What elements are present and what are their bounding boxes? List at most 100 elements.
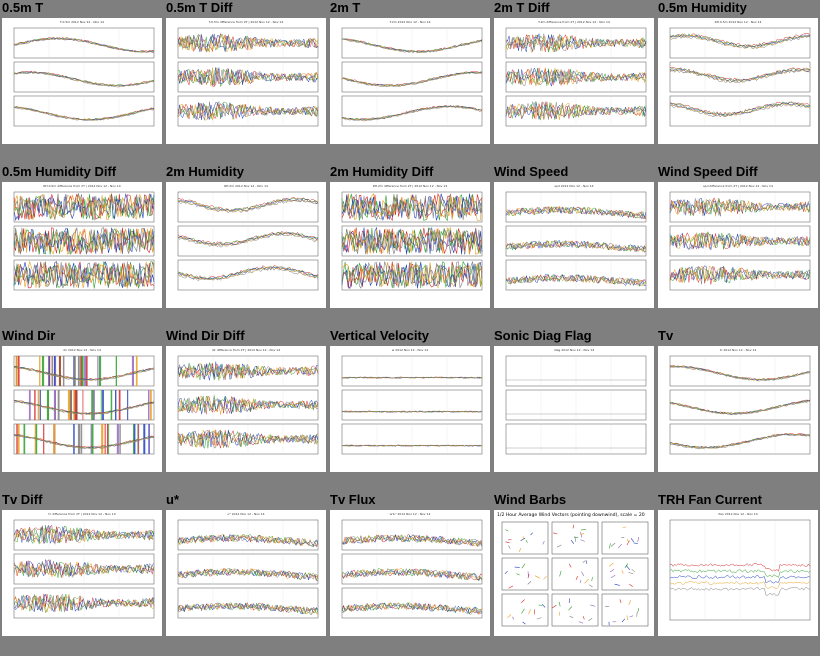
plot-thumbnail[interactable]: tc difference from 2T | 2012 Nov 12 - No… <box>2 510 162 636</box>
barb-panel-frame <box>601 593 649 627</box>
plot-thumbnail[interactable]: T.0.5m difference from 2T | 2012 Nov 12 … <box>166 18 326 144</box>
plot-title-link[interactable]: 0.5m T <box>2 0 44 15</box>
series-line <box>341 227 483 255</box>
series-line <box>505 239 647 253</box>
plot-thumbnail[interactable]: ifan 2012 Nov 12 - Nov 14 <box>658 510 818 636</box>
wind-vector <box>507 614 512 619</box>
plot-thumbnail[interactable]: u* 2012 Nov 12 - Nov 14 <box>166 510 326 636</box>
series-line <box>669 231 811 251</box>
chart-subtitle: RH.0.5m 2012 Nov 12 - Nov 14 <box>715 20 762 24</box>
plot-thumbnail[interactable]: RH.2m difference from 2T | 2012 Nov 12 -… <box>330 182 490 308</box>
plot-thumbnail[interactable]: RH.0.5m 2012 Nov 12 - Nov 14 <box>658 18 818 144</box>
wind-vector <box>570 539 574 544</box>
plot-thumbnail[interactable]: RH.0.5m difference from 2T | 2012 Nov 12… <box>2 182 162 308</box>
plot-title-link[interactable]: Wind Barbs <box>494 492 567 507</box>
series-line <box>669 365 811 381</box>
plot-image: T.2m difference from 2T | 2012 Nov 12 - … <box>505 20 647 127</box>
plot-thumbnail[interactable]: T.2m 2012 Nov 12 - Nov 14 <box>330 18 490 144</box>
plot-title-link[interactable]: Wind Speed Diff <box>658 164 758 179</box>
series-line <box>669 104 811 118</box>
wind-vector <box>633 542 638 544</box>
dir-wrap-bar <box>104 424 106 454</box>
dir-wrap-bar <box>86 356 88 386</box>
chart-subtitle: w'tc' 2012 Nov 12 - Nov 14 <box>390 512 431 516</box>
series-line <box>177 67 319 86</box>
series-line <box>669 198 811 217</box>
series-line <box>341 105 483 120</box>
plot-title-link[interactable]: 2m Humidity <box>166 164 245 179</box>
plot-thumbnail[interactable]: w 2012 Nov 12 - Nov 14 <box>330 346 490 472</box>
plot-title-link[interactable]: 2m T Diff <box>494 0 550 15</box>
wind-vector <box>578 621 584 624</box>
series-line <box>669 66 811 81</box>
plot-thumbnail[interactable]: diag 2012 Nov 12 - Nov 14 <box>494 346 654 472</box>
wind-vector <box>508 545 511 549</box>
dir-wrap-bar <box>133 424 136 454</box>
wind-vector <box>631 568 635 572</box>
plot-title-link[interactable]: 0.5m Humidity Diff <box>2 164 117 179</box>
plot-cell: 0.5m Humidity Diff RH.0.5m difference fro… <box>0 164 164 328</box>
wind-vector <box>574 536 576 542</box>
plot-title-link[interactable]: Tv Diff <box>2 492 43 507</box>
plot-thumbnail[interactable]: spd difference from 2T | 2012 Nov 12 - N… <box>658 182 818 308</box>
chart-subtitle: T.0.5m 2012 Nov 12 - Nov 14 <box>59 20 104 24</box>
plot-title-link[interactable]: Wind Dir <box>2 328 56 343</box>
plot-title-link[interactable]: 0.5m Humidity <box>658 0 747 15</box>
chart-subtitle: diag 2012 Nov 12 - Nov 14 <box>554 348 594 352</box>
wind-vector <box>589 584 593 588</box>
series-line <box>505 102 647 120</box>
wind-vector <box>581 571 585 576</box>
wind-vector <box>569 615 574 619</box>
series-line <box>177 534 319 548</box>
plot-title-link[interactable]: 2m T <box>330 0 361 15</box>
plot-title-link[interactable]: TRH Fan Current <box>658 492 762 507</box>
plot-thumbnail[interactable]: RH.2m 2012 Nov 12 - Nov 14 <box>166 182 326 308</box>
plot-image: dir 2012 Nov 12 - Nov 14 <box>13 348 155 455</box>
dir-wrap-bar <box>119 424 121 454</box>
series-line <box>341 376 483 379</box>
dir-wrap-bar <box>51 356 54 386</box>
plot-title-link[interactable]: u* <box>166 492 179 507</box>
plot-title-link[interactable]: 0.5m T Diff <box>166 0 233 15</box>
series-line <box>13 193 155 221</box>
plot-cell: Tv Diff tc difference from 2T | 2012 Nov … <box>0 492 164 656</box>
series-line <box>13 194 155 220</box>
plot-thumbnail[interactable]: 1/2 Hour Average Wind Vectors (pointing … <box>494 510 654 636</box>
plot-thumbnail[interactable]: tc 2012 Nov 12 - Nov 14 <box>658 346 818 472</box>
chart-subtitle: T.2m difference from 2T | 2012 Nov 12 - … <box>537 20 610 24</box>
plot-cell: Wind Dir dir 2012 Nov 12 - Nov 14 <box>0 328 164 492</box>
series-line <box>177 534 319 547</box>
plot-image: tc 2012 Nov 12 - Nov 14 <box>669 348 811 455</box>
wind-vector <box>521 563 526 569</box>
plot-thumbnail[interactable]: w'tc' 2012 Nov 12 - Nov 14 <box>330 510 490 636</box>
plot-thumbnail[interactable]: spd 2012 Nov 12 - Nov 14 <box>494 182 654 308</box>
plot-title-link[interactable]: Vertical Velocity <box>330 328 430 343</box>
series-line <box>13 107 155 121</box>
plot-thumbnail[interactable]: dir 2012 Nov 12 - Nov 14 <box>2 346 162 472</box>
plot-title-link[interactable]: Sonic Diag Flag <box>494 328 592 343</box>
dir-wrap-bar <box>17 424 20 454</box>
wind-vector <box>610 542 616 547</box>
wind-vector <box>580 533 585 535</box>
plot-cell: u* u* 2012 Nov 12 - Nov 14 <box>164 492 328 656</box>
barb-panel-frame <box>601 557 649 591</box>
plot-title-link[interactable]: Tv <box>658 328 674 343</box>
series-line <box>177 534 319 547</box>
series-line <box>669 68 811 83</box>
wind-vector <box>625 565 631 570</box>
plot-title-link[interactable]: Wind Speed <box>494 164 569 179</box>
plot-title-link[interactable]: 2m Humidity Diff <box>330 164 434 179</box>
wind-vector <box>609 543 611 549</box>
series-line <box>669 366 811 382</box>
series-line <box>341 444 483 447</box>
plot-thumbnail[interactable]: dir difference from 2T | 2012 Nov 12 - N… <box>166 346 326 472</box>
plot-thumbnail[interactable]: T.0.5m 2012 Nov 12 - Nov 14 <box>2 18 162 144</box>
plot-title-link[interactable]: Tv Flux <box>330 492 376 507</box>
plot-title-link[interactable]: Wind Dir Diff <box>166 328 245 343</box>
series-line <box>177 267 319 281</box>
dir-wrap-bar <box>82 390 84 420</box>
plot-thumbnail[interactable]: T.2m difference from 2T | 2012 Nov 12 - … <box>494 18 654 144</box>
wind-vector <box>588 618 593 622</box>
dir-wrap-bar <box>54 356 56 386</box>
series-line <box>177 266 319 280</box>
